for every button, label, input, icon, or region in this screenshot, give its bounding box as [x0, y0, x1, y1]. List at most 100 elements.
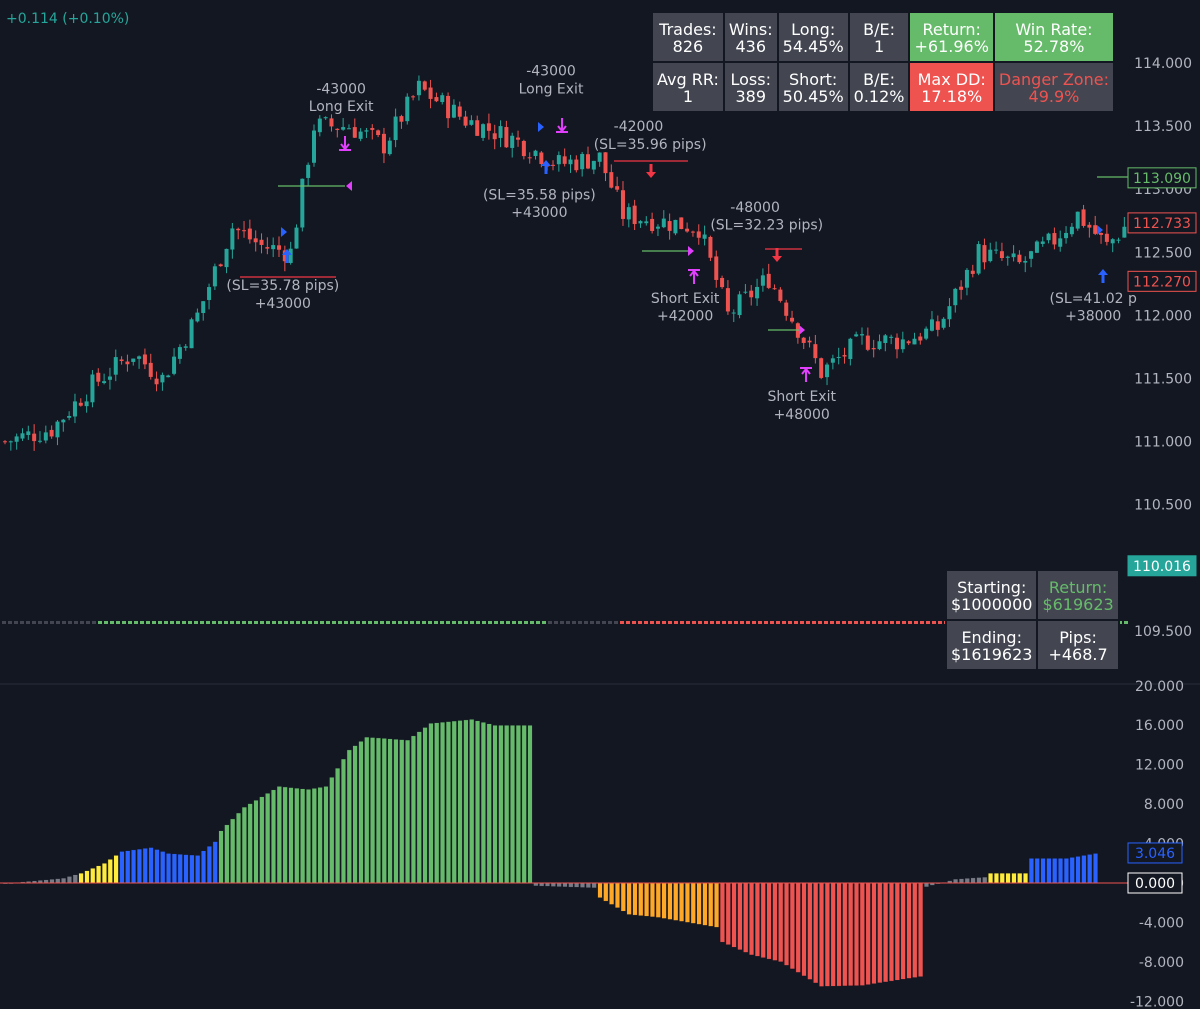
- equity-status-dot: [650, 621, 654, 624]
- histogram-bar: [189, 854, 195, 884]
- equity-status-dot: [182, 621, 186, 624]
- histogram-bar: [1023, 872, 1029, 884]
- equity-status-dot: [752, 621, 756, 624]
- histogram-bar: [848, 882, 854, 987]
- candle: [142, 354, 147, 365]
- histogram-bar: [171, 853, 177, 884]
- histogram-bar: [445, 721, 451, 884]
- equity-status-dot: [464, 621, 468, 624]
- equity-status-dot: [32, 621, 36, 624]
- candle: [422, 81, 427, 90]
- histogram-bar: [405, 739, 411, 884]
- candle: [918, 336, 923, 341]
- candle: [854, 334, 859, 337]
- equity-status-dot: [530, 621, 534, 624]
- candle: [323, 117, 328, 119]
- histogram-bar: [428, 723, 434, 884]
- equity-status-dot: [854, 621, 858, 624]
- histogram-bar: [451, 720, 457, 884]
- candle: [784, 302, 789, 316]
- histogram-bar: [603, 882, 609, 902]
- equity-status-dot: [404, 621, 408, 624]
- histogram-bar: [265, 793, 271, 884]
- equity-status-dot: [926, 621, 930, 624]
- histogram-bar: [609, 882, 615, 905]
- histogram-bar: [853, 882, 860, 986]
- equity-status-dot: [74, 621, 78, 624]
- candle: [311, 130, 316, 163]
- histogram-bar: [859, 882, 865, 986]
- candle: [807, 340, 812, 343]
- stat-label: Win Rate:: [1015, 19, 1093, 39]
- stat-label: B/E:: [863, 19, 895, 39]
- histogram-bar: [789, 882, 795, 970]
- equity-status-dot: [518, 621, 522, 624]
- histogram-bar: [801, 882, 807, 977]
- stat-max-drawdown: Max DD: 17.18%: [908, 61, 995, 113]
- equity-status-dot: [680, 621, 684, 624]
- equity-status-dot: [812, 621, 816, 624]
- histogram-bar: [743, 882, 749, 953]
- equity-status-dot: [422, 621, 426, 624]
- candle: [860, 334, 865, 336]
- candle: [743, 291, 748, 293]
- equity-status-dot: [662, 621, 666, 624]
- candle: [364, 130, 369, 132]
- equity-status-dot: [446, 621, 450, 624]
- histogram-bar: [544, 882, 551, 887]
- candle: [486, 123, 491, 131]
- candle: [498, 126, 503, 138]
- price-axis-tick-label: 112.000: [1134, 308, 1192, 324]
- price-axis-tick-label: 114.000: [1134, 56, 1192, 72]
- entry-flag-icon: [281, 227, 287, 237]
- equity-status-dot: [488, 621, 492, 624]
- candle: [405, 96, 410, 122]
- equity-status-dot: [932, 621, 936, 624]
- histogram-bar: [708, 882, 714, 927]
- equity-status-dot: [8, 621, 12, 624]
- histogram-bar: [125, 850, 131, 884]
- equity-status-dot: [410, 621, 414, 624]
- histogram-bar: [393, 738, 399, 884]
- trade-annotation-label: Long Exit: [309, 99, 374, 115]
- histogram-bar: [591, 882, 597, 889]
- histogram-bar: [235, 812, 242, 884]
- candle: [67, 415, 72, 418]
- candle: [294, 227, 299, 249]
- equity-status-dot: [158, 621, 162, 624]
- histogram-bar: [702, 882, 708, 926]
- histogram-bar: [585, 882, 591, 888]
- histogram-value-box: [1127, 842, 1183, 864]
- candle: [183, 346, 188, 348]
- equity-status-dot: [770, 621, 774, 624]
- equity-status-dot: [704, 621, 708, 624]
- histogram-bar: [142, 848, 148, 884]
- candle: [166, 375, 171, 378]
- stat-value: 49.9%: [1028, 86, 1080, 106]
- histogram-bar: [329, 777, 335, 884]
- equity-status-dot: [92, 621, 96, 624]
- histogram-bar: [999, 872, 1005, 884]
- equity-status-dot: [452, 621, 456, 624]
- histogram-bar: [195, 855, 201, 884]
- candle: [387, 140, 392, 155]
- equity-status-dot: [80, 621, 84, 624]
- histogram-axis-tick-label: 8.000: [1144, 797, 1184, 813]
- histogram-bar: [655, 882, 661, 918]
- histogram-bar: [597, 882, 603, 898]
- histogram-bar: [270, 789, 277, 884]
- equity-status-dot: [758, 621, 762, 624]
- equity-status-dot: [344, 621, 348, 624]
- equity-status-dot: [626, 621, 630, 624]
- histogram-bar: [778, 882, 784, 963]
- candle: [119, 359, 124, 362]
- candle: [772, 288, 777, 290]
- candle: [247, 228, 252, 240]
- equity-status-dot: [920, 621, 924, 624]
- candle: [1005, 256, 1010, 258]
- candle: [586, 154, 590, 169]
- trade-annotation-label: +48000: [774, 407, 830, 423]
- candle: [964, 269, 969, 288]
- histogram-bar: [1052, 858, 1058, 884]
